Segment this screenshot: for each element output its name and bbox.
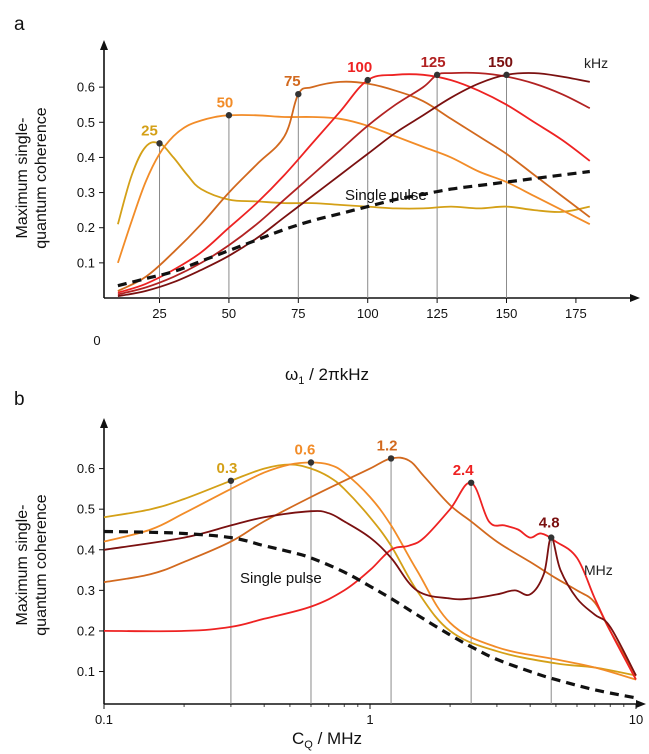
x-tick-label: 1 [366, 712, 373, 727]
x-axis-label-unit: / MHz [313, 729, 362, 748]
x-tick-label: 100 [357, 306, 379, 321]
peak-marker-dot [364, 76, 371, 84]
peak-marker-dot [467, 479, 475, 486]
y-tick-label: 0.2 [77, 623, 95, 638]
x-axis-label-subscript: Q [304, 739, 313, 751]
peak-label: 125 [421, 54, 446, 71]
y-tick-label: 0.5 [77, 502, 95, 517]
chart-panel-a: a0.10.20.30.40.50.625 50 75 100 125 150 1750ω1… [14, 14, 640, 387]
x-tick-label: 25 [152, 306, 166, 321]
peak-label: 1.2 [377, 437, 398, 454]
x-axis-label-subscript: 1 [298, 375, 304, 387]
peak-label: 100 [347, 59, 372, 76]
y-axis-label: Maximum single-quantum coherence [14, 107, 50, 249]
series-line-75 [117, 80, 591, 292]
peak-label: 150 [488, 54, 513, 71]
y-tick-label: 0.1 [77, 255, 95, 270]
x-tick-label: 75 [291, 306, 305, 321]
x-axis-label-main: ω [285, 365, 298, 384]
peak-marker-dot [433, 71, 441, 79]
x-tick-label: 150 [496, 306, 518, 321]
peak-marker-dot [295, 90, 302, 98]
y-axis-label: Maximum single-quantum coherence [14, 494, 50, 636]
y-axis-arrow-icon [100, 418, 108, 428]
y-tick-label: 0.4 [77, 150, 95, 165]
x-tick-label: 50 [222, 306, 236, 321]
y-axis-label-line: Maximum single- [14, 505, 31, 626]
y-tick-label: 0.6 [77, 461, 95, 476]
peak-marker-dot [227, 477, 235, 484]
y-axis-label-line: Maximum single- [14, 118, 31, 239]
y-axis-label-line: quantum coherence [33, 107, 50, 249]
panel-letter: b [14, 389, 25, 410]
y-tick-label: 0.5 [77, 115, 95, 130]
x-axis-label: ω1 / 2πkHz [285, 365, 369, 387]
y-tick-label: 0.2 [77, 220, 95, 235]
series-line-25 [117, 141, 590, 225]
y-axis-arrow-icon [100, 40, 108, 50]
peak-label: 4.8 [539, 515, 560, 532]
x-tick-label: 175 [565, 306, 587, 321]
y-tick-label: 0.3 [77, 583, 95, 598]
single-pulse-label: Single pulse [345, 187, 427, 204]
y-tick-label: 0.4 [77, 542, 95, 557]
peak-label: 50 [217, 94, 234, 111]
x-tick-label: 10 [629, 712, 643, 727]
series-line-50 [117, 114, 591, 264]
peak-marker-dot [307, 459, 315, 466]
series-line-0.3 [103, 463, 637, 677]
x-axis-arrow-icon [630, 294, 640, 302]
x-tick-label: 125 [426, 306, 448, 321]
peak-marker-dot [503, 71, 510, 79]
series-line-single-pulse [117, 169, 590, 288]
peak-label: 75 [284, 73, 301, 90]
series-line-1.2 [103, 456, 637, 677]
x-axis-label: CQ / MHz [292, 729, 362, 751]
series-line-2.4 [103, 481, 637, 681]
y-axis-label-line: quantum coherence [33, 494, 50, 636]
peak-marker-dot [225, 112, 233, 119]
peak-label: 0.6 [295, 442, 316, 459]
x-axis-label-unit: / 2πkHz [304, 365, 369, 384]
unit-label: kHz [584, 55, 608, 71]
y-tick-label: 0.1 [77, 664, 95, 679]
series-line-single-pulse [103, 529, 637, 700]
chart-panel-b: b 0.1 0.2 0.3 0.4 0.5 0.6 0.1 1 10 CQ / MHz Maximum… [14, 389, 646, 751]
unit-label: MHz [584, 562, 613, 578]
x-tick-label: 0.1 [95, 712, 113, 727]
y-tick-label: 0.6 [77, 80, 95, 95]
peak-label: 2.4 [453, 462, 475, 479]
single-pulse-label: Single pulse [240, 570, 322, 587]
peak-marker-dot [156, 140, 163, 147]
series-line-0.6 [103, 461, 637, 681]
origin-label: 0 [93, 333, 100, 348]
peak-marker-dot [387, 455, 395, 462]
panel-letter: a [14, 14, 25, 35]
series-line-100 [117, 73, 591, 294]
peak-label: 0.3 [216, 460, 237, 477]
peak-marker-dot [548, 534, 555, 541]
series-line-4.8 [103, 510, 637, 677]
y-tick-label: 0.3 [77, 185, 95, 200]
peak-label: 25 [141, 122, 158, 139]
series-line-150 [117, 72, 590, 298]
x-axis-arrow-icon [636, 700, 646, 708]
x-axis-label-main: C [292, 729, 304, 748]
